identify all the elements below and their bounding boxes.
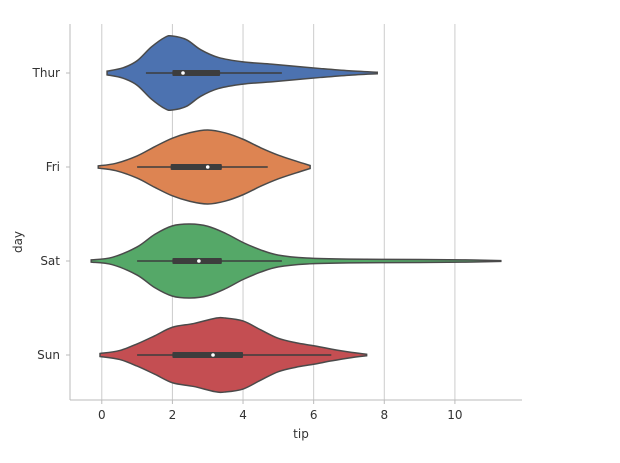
x-tick-label: 8	[380, 408, 388, 422]
ticks-layer: 0 2 4 6 8 10 Thur Fri Sat Sun	[32, 66, 463, 422]
violin-iqr-box	[172, 352, 244, 358]
x-tick-label: 4	[239, 408, 247, 422]
violins-layer	[90, 34, 502, 394]
violin-iqr-box	[170, 164, 222, 170]
violin-sat	[90, 223, 502, 299]
x-tick-label: 6	[310, 408, 318, 422]
x-axis-label: tip	[293, 427, 309, 441]
x-tick-label: 2	[169, 408, 177, 422]
violin-fri	[97, 129, 311, 205]
y-tick-label: Thur	[32, 66, 61, 80]
x-tick-label: 10	[447, 408, 462, 422]
violin-thur	[106, 34, 378, 112]
violin-median-point	[205, 165, 210, 169]
violin-body	[90, 223, 502, 299]
violin-sun	[99, 316, 368, 394]
x-tick-label: 0	[98, 408, 106, 422]
violin-median-point	[181, 71, 185, 75]
violin-median-point	[211, 353, 215, 357]
y-tick-label: Sun	[37, 348, 60, 362]
y-axis-label: day	[11, 231, 25, 253]
axes-layer	[69, 24, 522, 401]
y-tick-label: Fri	[46, 160, 60, 174]
violin-iqr-box	[172, 70, 221, 76]
violin-median-point	[197, 259, 201, 263]
y-tick-label: Sat	[40, 254, 60, 268]
